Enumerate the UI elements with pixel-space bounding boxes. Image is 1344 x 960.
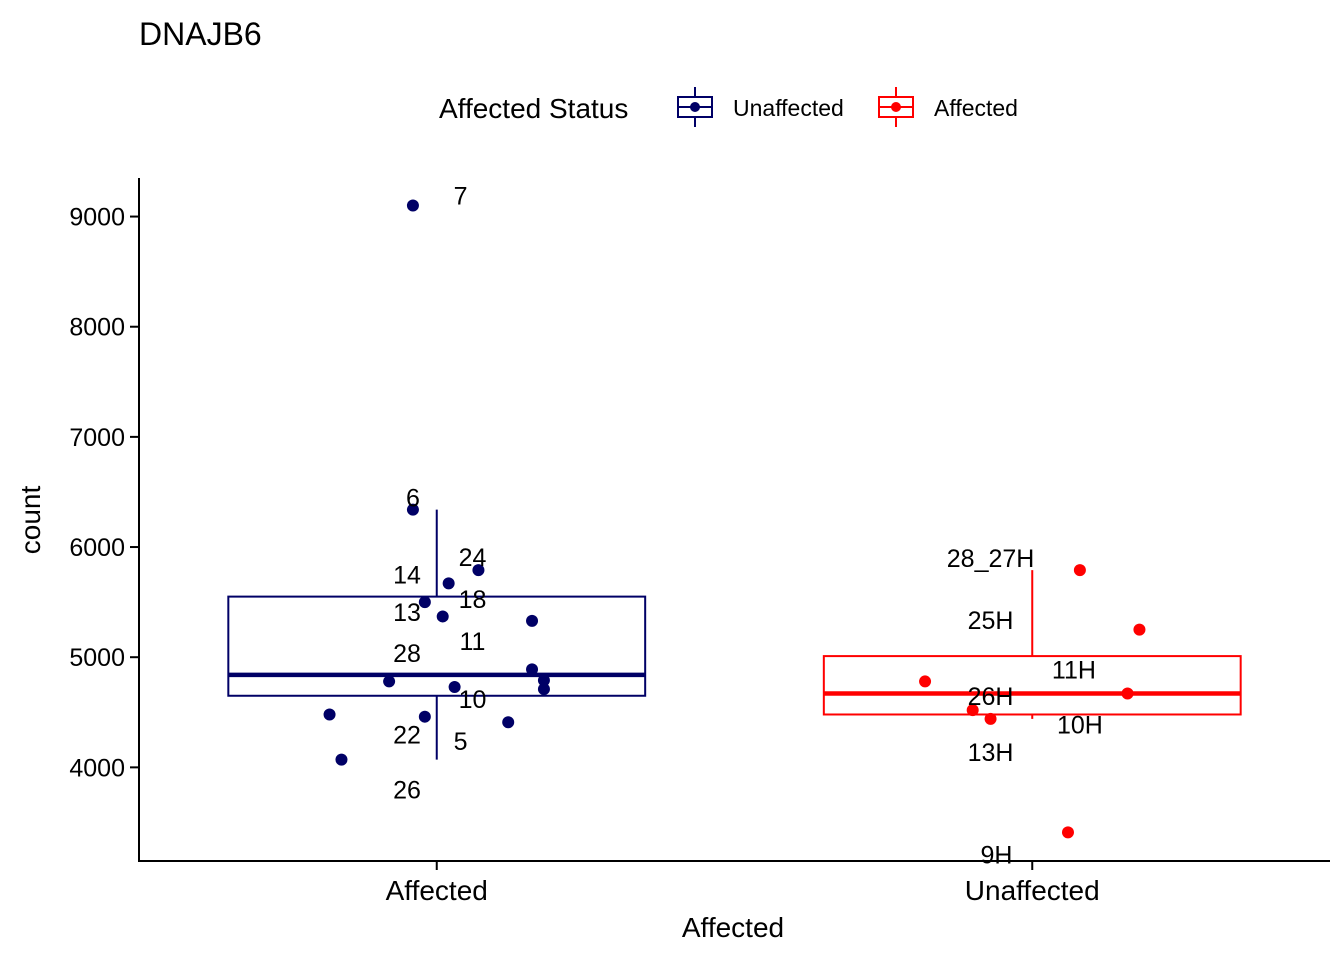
- data-point: [436, 610, 449, 623]
- point-label: 13: [393, 599, 421, 627]
- x-axis-title: Affected: [682, 912, 784, 943]
- data-point: [966, 704, 979, 717]
- data-point: [406, 503, 419, 516]
- data-point: [383, 675, 396, 688]
- point-label: 25H: [968, 607, 1014, 635]
- point-label: 7: [454, 183, 468, 211]
- y-tick-label: 8000: [69, 314, 125, 342]
- legend-key-unaffected: [677, 87, 713, 127]
- y-tick-label: 4000: [69, 754, 125, 782]
- axes: 4000 5000 6000 7000 8000 9000 Affected Unaffect…: [69, 178, 1330, 906]
- box-iqr: [227, 595, 647, 697]
- data-point: [919, 675, 932, 688]
- point-label: 18: [459, 586, 487, 614]
- point-label: 10: [459, 686, 487, 714]
- point-label: 26H: [968, 683, 1014, 711]
- legend-label-unaffected: Unaffected: [733, 95, 844, 121]
- point-label: 11: [460, 628, 486, 656]
- legend-title: Affected Status: [439, 93, 628, 124]
- data-point: [1061, 826, 1074, 839]
- point-label: 28_27H: [947, 545, 1035, 573]
- point-label: 22: [393, 721, 421, 749]
- point-label: 5: [454, 728, 468, 756]
- point-label: 6: [406, 485, 420, 513]
- data-point: [1073, 564, 1086, 577]
- y-tick-label: 9000: [69, 204, 125, 232]
- point-label: 24: [459, 544, 487, 572]
- y-tick-label: 7000: [69, 424, 125, 452]
- data-point: [418, 710, 431, 723]
- data-point: [1121, 687, 1134, 700]
- legend-key-affected: [878, 87, 914, 127]
- data-point: [406, 199, 419, 212]
- data-point: [526, 663, 539, 676]
- plot-marks: 7 6 24 14 18 13 11 28 10 22 5 26 28_27H 25H 11H 26H 10H 1…: [227, 183, 1242, 869]
- point-label: 10H: [1057, 712, 1103, 740]
- point-label: 13H: [968, 739, 1014, 767]
- box-iqr: [822, 655, 1242, 716]
- data-point: [537, 683, 550, 696]
- data-point: [418, 596, 431, 609]
- point-label: 11H: [1052, 656, 1096, 684]
- point-label: 14: [393, 562, 421, 590]
- data-point: [1133, 623, 1146, 636]
- box-group: 28_27H 25H 11H 26H 10H 13H 9H: [822, 545, 1242, 869]
- data-point: [442, 577, 455, 590]
- point-label: 9H: [981, 841, 1013, 869]
- y-tick-label: 5000: [69, 644, 125, 672]
- y-axis-title: count: [15, 486, 46, 555]
- data-point: [335, 753, 348, 766]
- data-point: [448, 680, 461, 693]
- x-tick-label: Affected: [386, 875, 488, 906]
- data-point: [984, 712, 997, 725]
- box-group: 7 6 24 14 18 13 11 28 10 22 5 26: [227, 183, 647, 804]
- point-label: 26: [393, 776, 421, 804]
- data-point: [537, 674, 550, 687]
- legend: Affected Status Unaffected Affected: [439, 87, 1018, 127]
- legend-label-affected: Affected: [934, 95, 1018, 121]
- data-point: [323, 708, 336, 721]
- chart-title: DNAJB6: [139, 16, 262, 52]
- point-label: 28: [393, 640, 421, 668]
- y-tick-label: 6000: [69, 534, 125, 562]
- x-tick-label: Unaffected: [965, 875, 1100, 906]
- data-point: [526, 614, 539, 627]
- data-point: [472, 564, 485, 577]
- data-point: [502, 716, 515, 729]
